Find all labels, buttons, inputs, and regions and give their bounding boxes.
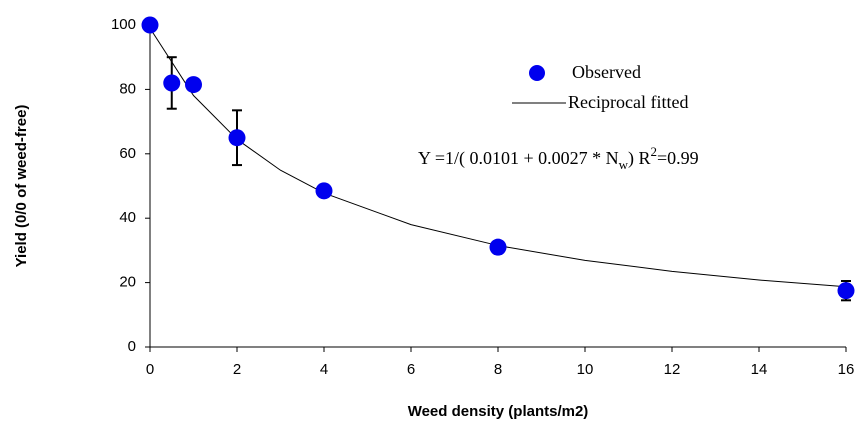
point: [141, 16, 159, 34]
legend-label: Observed: [572, 62, 641, 82]
legend-marker: [529, 65, 545, 81]
y-tick-label: 60: [119, 145, 136, 162]
point: [489, 238, 507, 256]
equation-end: =0.99: [657, 148, 699, 168]
equation-sub: w: [619, 157, 629, 172]
x-tick-label: 0: [146, 361, 154, 378]
point: [315, 182, 333, 200]
y-tick-label: 0: [128, 338, 136, 355]
x-tick-label: 2: [233, 361, 241, 378]
x-axis-label: Weed density (plants/m2): [408, 403, 589, 420]
point: [163, 74, 181, 92]
fit-line: [149, 27, 847, 288]
legend-label: Reciprocal fitted: [568, 92, 688, 112]
y-tick-label: 100: [111, 16, 136, 33]
point: [185, 76, 202, 94]
equation-sup: 2: [651, 144, 658, 159]
x-tick-label: 4: [320, 361, 328, 378]
y-tick-label: 20: [119, 274, 136, 291]
equation: Y =1/( 0.0101 + 0.0027 * Nw) R2=0.99: [418, 144, 699, 172]
x-tick-label: 16: [838, 361, 855, 378]
y-tick-label: 80: [119, 80, 136, 97]
equation-mid: ) R: [628, 148, 651, 169]
x-tick-label: 14: [751, 361, 768, 378]
x-tick-label: 10: [577, 361, 594, 378]
y-tick-label: 40: [119, 209, 136, 226]
x-tick-label: 12: [664, 361, 681, 378]
y-axis-label: Yield (0/0 of weed-free): [13, 105, 30, 268]
point: [837, 282, 855, 300]
equation-main: Y =1/( 0.0101 + 0.0027 * N: [418, 148, 619, 169]
point: [228, 129, 246, 147]
x-tick-label: 6: [407, 361, 415, 378]
x-tick-label: 8: [494, 361, 502, 378]
